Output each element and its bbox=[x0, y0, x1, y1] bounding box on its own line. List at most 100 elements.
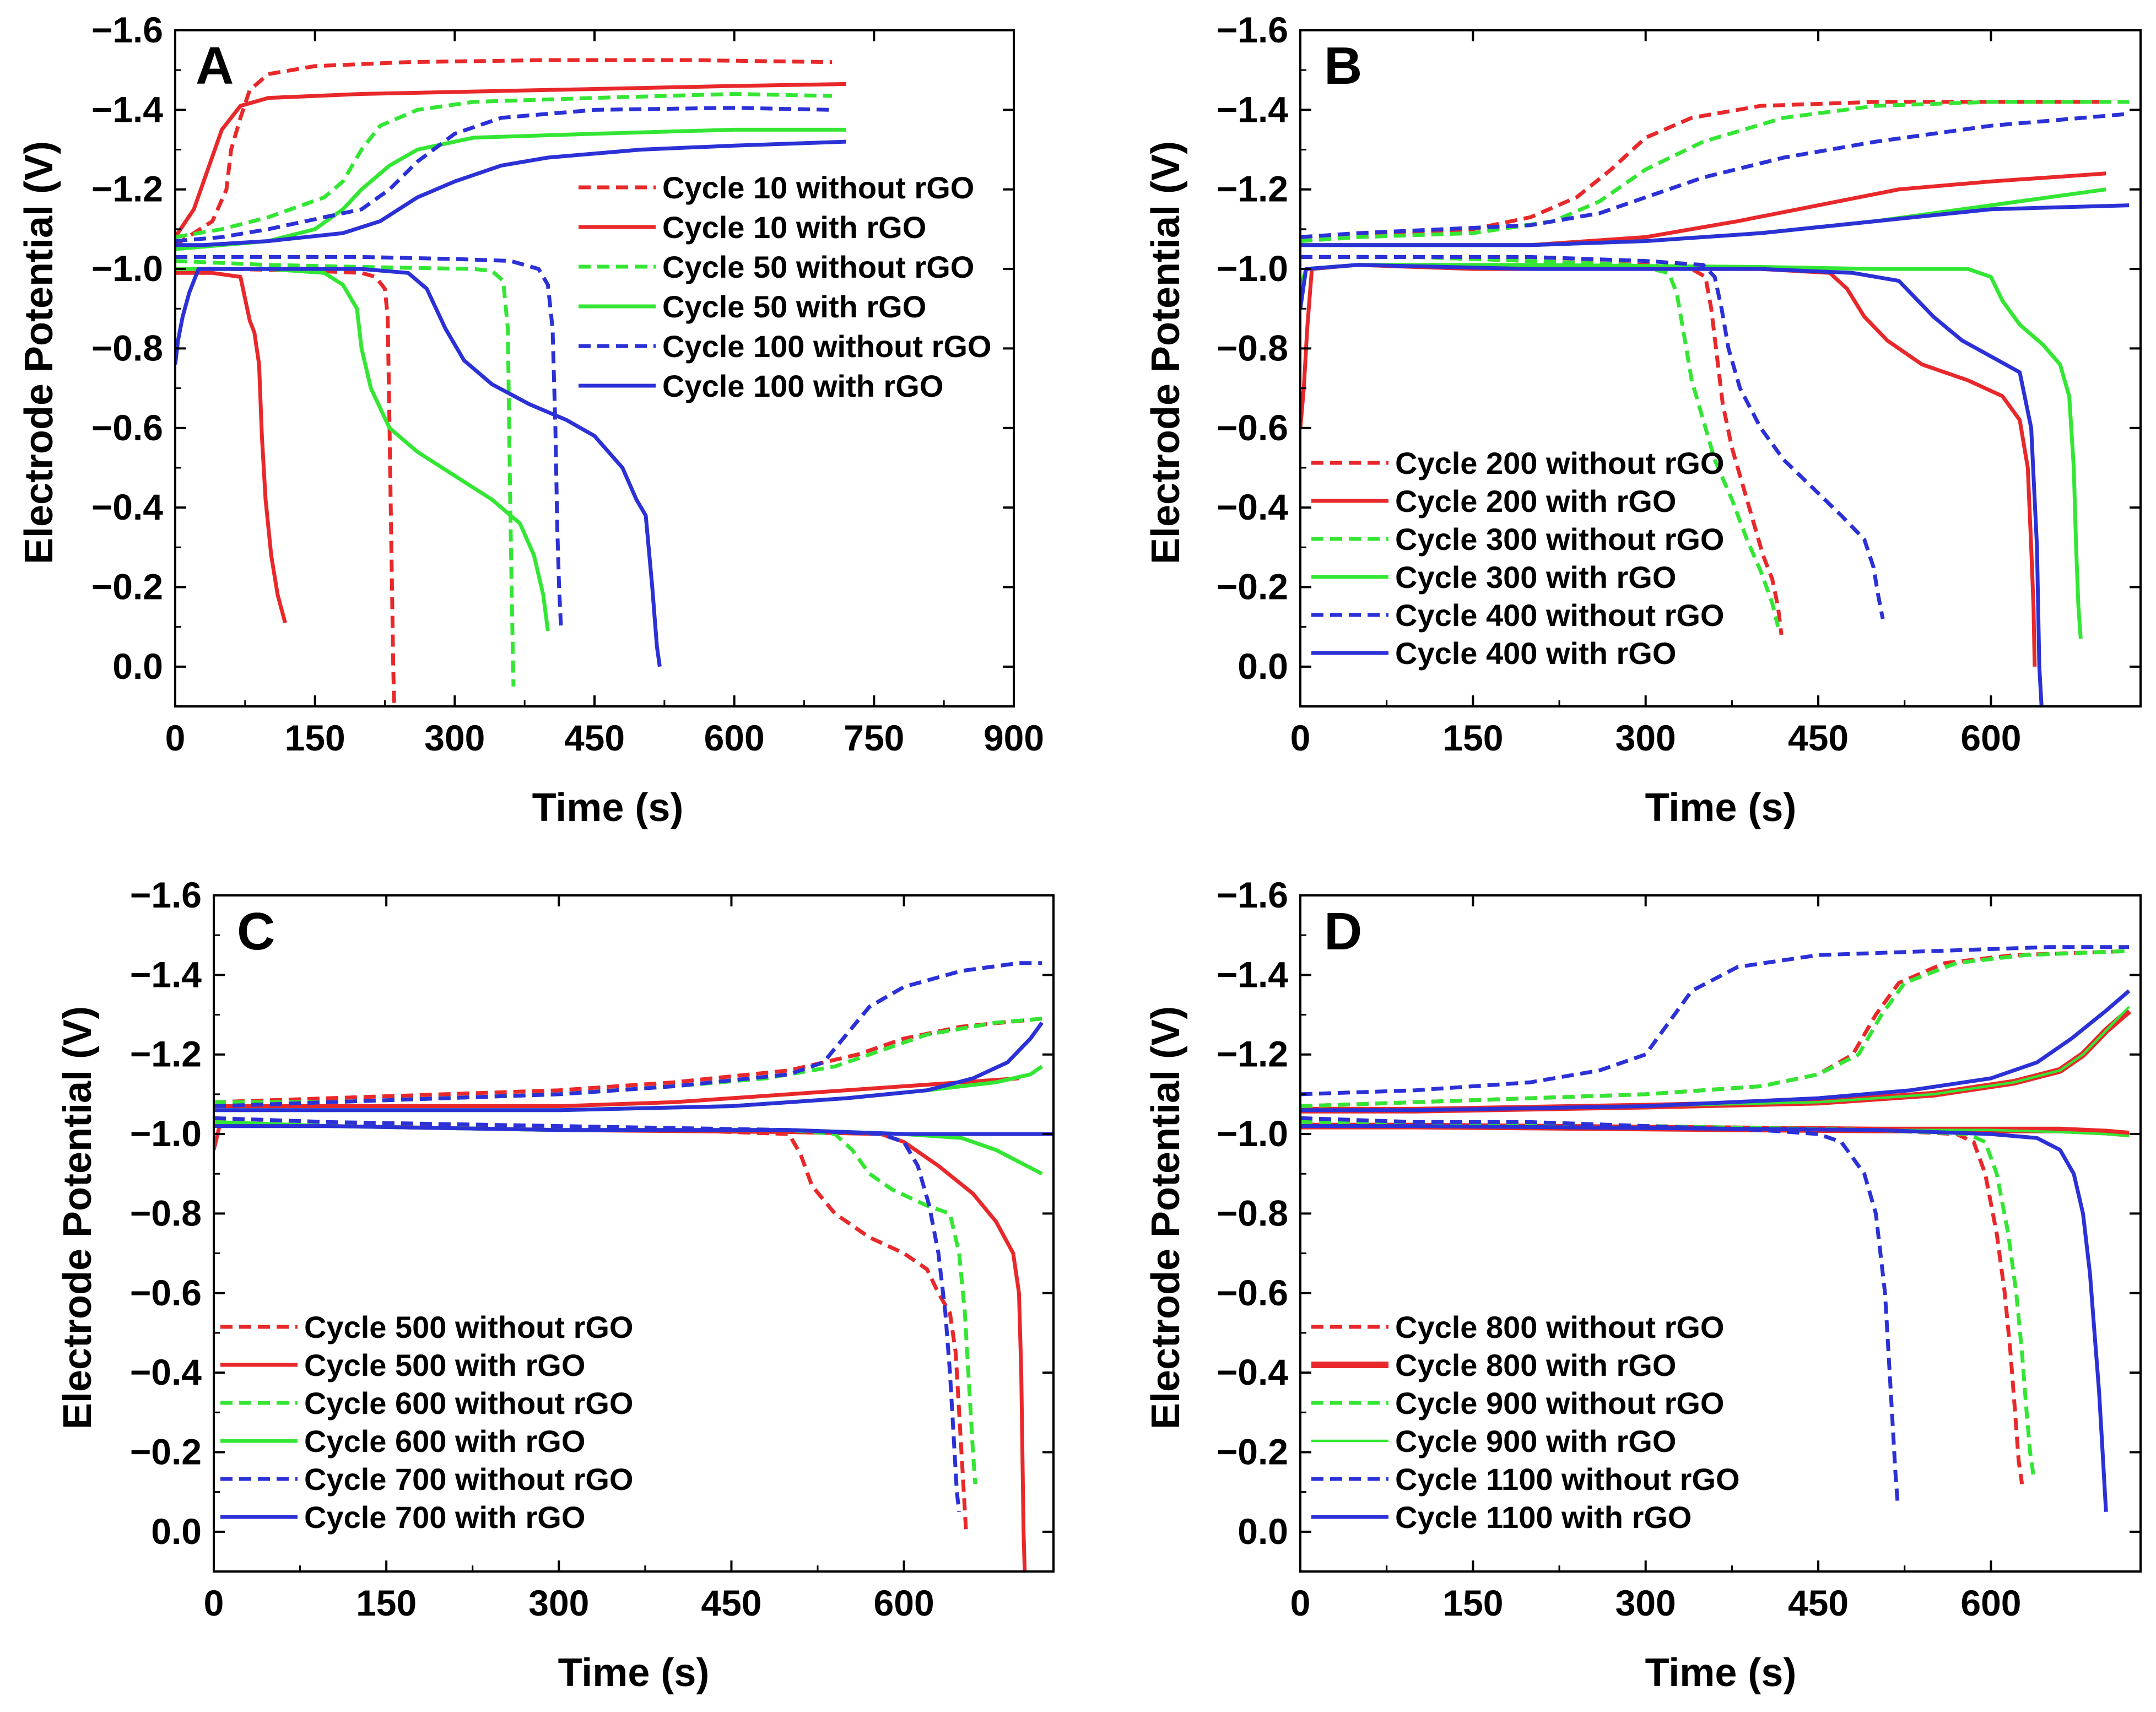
panel-B-legend-label-6: Cycle 400 with rGO bbox=[1395, 636, 1676, 671]
panel-C-series-2-charge-line bbox=[214, 1076, 1019, 1108]
panel-A-series-3-charge-line bbox=[175, 92, 833, 239]
panel-A-legend-label-2: Cycle 10 with rGO bbox=[662, 210, 926, 245]
panel-C-ylabel: Electrode Potential (V) bbox=[56, 1006, 100, 1429]
panel-D-ytick-label: −0.8 bbox=[1217, 1192, 1288, 1233]
panel-C-ytick-label: −1.4 bbox=[130, 954, 202, 995]
panel-C: C Time (s) Electrode Potential (V) bbox=[56, 902, 709, 1695]
panel-D-series-6-charge-line bbox=[1300, 989, 2131, 1112]
panel-letter-A: A bbox=[196, 36, 234, 95]
panel-letter-C: C bbox=[237, 902, 275, 961]
panel-C-series-6-charge-line bbox=[214, 1021, 1044, 1112]
panel-A-plot: 0 150 300 450 600 750 900 −1.6 −1.4 −1.2 −1.0 −0.8 −… bbox=[91, 9, 1044, 758]
panel-C-ytick-label: −0.4 bbox=[130, 1352, 202, 1392]
panel-C-ytick-label: −0.8 bbox=[130, 1192, 202, 1233]
panel-A-ytick-label: −1.4 bbox=[91, 89, 164, 129]
panel-A-xtick-label: 300 bbox=[424, 717, 485, 758]
panel-B-series-6-discharge-line bbox=[1300, 263, 2044, 706]
panel-D-series-5-charge-line bbox=[1300, 945, 2130, 1097]
panel-B-ytick-label: −0.6 bbox=[1217, 407, 1288, 448]
panel-C-xtick-label: 600 bbox=[874, 1583, 934, 1623]
panel-A-xtick-label: 600 bbox=[704, 717, 765, 758]
panel-A-ytick-label: −1.0 bbox=[91, 248, 163, 289]
panel-C-axes-frame bbox=[213, 894, 1055, 1573]
panel-A-legend-label-6: Cycle 100 with rGO bbox=[662, 369, 943, 403]
panel-D-legend-label-3: Cycle 900 without rGO bbox=[1395, 1386, 1725, 1421]
panel-A-xlabel: Time (s) bbox=[532, 786, 684, 830]
panel-C-series-1-charge-line bbox=[214, 1017, 1042, 1104]
panel-B-series-5-charge-line bbox=[1300, 112, 2130, 239]
panel-C-xtick-label: 0 bbox=[204, 1583, 224, 1623]
panel-A-series-6-charge-line bbox=[175, 139, 846, 247]
panel-D-ytick-label: −1.4 bbox=[1217, 954, 1289, 995]
panel-A-legend-label-1: Cycle 10 without rGO bbox=[662, 170, 974, 205]
panel-B-ytick-label: −0.4 bbox=[1217, 487, 1289, 527]
panel-B-series-3-discharge-line bbox=[1300, 255, 1780, 628]
panel-A-xtick-label: 750 bbox=[844, 717, 904, 758]
panel-A-series-1-discharge-line bbox=[175, 267, 396, 706]
panel-D-legend: Cycle 800 without rGO Cycle 800 with rGO C… bbox=[1311, 1310, 1740, 1535]
panel-B-ytick-label: −1.4 bbox=[1217, 89, 1289, 129]
panel-D-series-5-discharge-line bbox=[1300, 1116, 1900, 1504]
panel-A-ytick-label: −1.6 bbox=[91, 9, 163, 50]
panel-D-ylabel: Electrode Potential (V) bbox=[1144, 1006, 1188, 1429]
panel-B-ytick-label: 0.0 bbox=[1238, 646, 1288, 687]
panel-D-xtick-label: 300 bbox=[1615, 1583, 1676, 1623]
panel-D-xtick-label: 150 bbox=[1442, 1583, 1503, 1623]
panel-D-ytick-label: −1.2 bbox=[1217, 1034, 1288, 1074]
panel-C-xtick-label: 300 bbox=[528, 1583, 589, 1623]
panel-D-legend-label-5: Cycle 1100 without rGO bbox=[1395, 1462, 1740, 1497]
panel-C-legend-label-3: Cycle 600 without rGO bbox=[304, 1386, 634, 1421]
panel-A-series-3-discharge-line bbox=[175, 259, 516, 687]
panel-A-xtick-label: 450 bbox=[564, 717, 625, 758]
panel-C-legend-label-2: Cycle 500 with rGO bbox=[304, 1348, 585, 1382]
panel-D-legend-label-4: Cycle 900 with rGO bbox=[1395, 1424, 1676, 1459]
panel-B-ytick-label: −0.2 bbox=[1217, 566, 1288, 607]
panel-B-legend-label-4: Cycle 300 with rGO bbox=[1395, 560, 1676, 595]
panel-A-series-1-charge-line bbox=[175, 58, 833, 247]
panel-letter-B: B bbox=[1324, 36, 1362, 95]
panel-C-xtick-label: 450 bbox=[701, 1583, 761, 1623]
panel-B-xtick-label: 150 bbox=[1442, 717, 1503, 758]
panel-D-xlabel: Time (s) bbox=[1645, 1651, 1797, 1695]
panel-C-ytick-label: −1.2 bbox=[130, 1034, 202, 1074]
panel-D-legend-label-6: Cycle 1100 with rGO bbox=[1395, 1500, 1692, 1535]
panel-B-xtick-label: 600 bbox=[1960, 717, 2021, 758]
chart-marks: 0 150 300 450 600 750 900 −1.6 −1.4 −1.2 −1.0 −0.8 −… bbox=[91, 9, 2142, 1623]
panel-C-legend-label-5: Cycle 700 without rGO bbox=[304, 1462, 634, 1497]
panel-B-legend-label-5: Cycle 400 without rGO bbox=[1395, 598, 1725, 633]
panel-A-ytick-label: −0.8 bbox=[91, 327, 163, 368]
panel-A-legend-label-4: Cycle 50 with rGO bbox=[662, 289, 926, 324]
panel-D-series-3-charge-line bbox=[1300, 949, 2130, 1108]
panel-B-ytick-label: −1.6 bbox=[1217, 9, 1288, 50]
panel-C-series-group bbox=[214, 961, 1053, 1571]
panel-D-ytick-label: −0.4 bbox=[1217, 1352, 1289, 1392]
panel-B-legend-label-1: Cycle 200 without rGO bbox=[1395, 446, 1725, 480]
panel-D-ytick-label: −0.2 bbox=[1217, 1431, 1288, 1472]
panel-A-legend-label-3: Cycle 50 without rGO bbox=[662, 250, 974, 284]
panel-D-axes-frame bbox=[1299, 894, 2142, 1573]
panel-A: A Time (s) Electrode Potential (V) bbox=[17, 36, 683, 830]
panel-A-series-2-charge-line bbox=[175, 82, 846, 239]
panel-A-series-2-discharge-line bbox=[175, 271, 287, 624]
panel-D-ytick-label: −1.6 bbox=[1217, 874, 1288, 915]
panel-D-ytick-label: −1.0 bbox=[1217, 1113, 1288, 1154]
panel-C-legend-label-4: Cycle 600 with rGO bbox=[304, 1424, 585, 1459]
panel-D: D Time (s) Electrode Potential (V) bbox=[1144, 902, 1796, 1695]
panel-B-ytick-label: −0.8 bbox=[1217, 327, 1288, 368]
panel-A-series-5-discharge-line bbox=[175, 255, 563, 627]
panel-A-ytick-label: −0.2 bbox=[91, 566, 163, 607]
panel-B-xtick-label: 0 bbox=[1290, 717, 1311, 758]
panel-A-ytick-label: −1.2 bbox=[91, 169, 163, 209]
panel-D-xtick-label: 600 bbox=[1960, 1583, 2021, 1623]
panel-B-series-5-discharge-line bbox=[1300, 255, 1885, 619]
panel-C-legend-label-1: Cycle 500 without rGO bbox=[304, 1310, 634, 1344]
panel-B-series-group bbox=[1300, 100, 2130, 706]
panel-B: B Time (s) Electrode Potential (V) bbox=[1144, 36, 1796, 830]
panel-A-xtick-label: 0 bbox=[165, 717, 186, 758]
panel-C-ytick-label: 0.0 bbox=[151, 1511, 202, 1552]
panel-A-legend-label-5: Cycle 100 without rGO bbox=[662, 329, 992, 364]
panel-A-series-6-discharge-line bbox=[175, 267, 662, 667]
panel-A-legend: Cycle 10 without rGO Cycle 10 with rGO Cyc… bbox=[579, 170, 992, 403]
